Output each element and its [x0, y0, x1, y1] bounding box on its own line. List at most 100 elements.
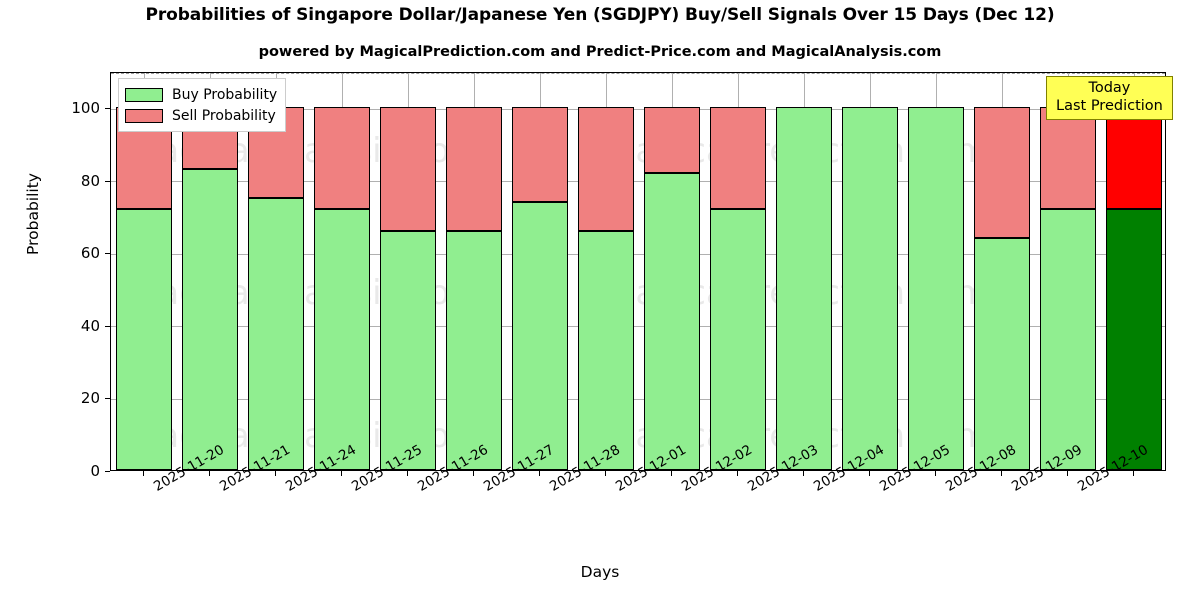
- bar-segment-buy[interactable]: [379, 230, 437, 470]
- x-tick-label: 2025-12-01: [613, 442, 689, 495]
- bar-group[interactable]: [115, 73, 173, 470]
- y-tick-mark: [105, 398, 110, 400]
- y-tick-mark: [105, 325, 110, 327]
- bar-group[interactable]: [643, 73, 701, 470]
- bar-segment-buy[interactable]: [841, 107, 899, 470]
- bar-group[interactable]: [445, 73, 503, 470]
- x-tick-mark: [407, 471, 408, 476]
- reference-line: [111, 73, 1165, 74]
- bar-group[interactable]: [841, 73, 899, 470]
- bar-group[interactable]: [313, 73, 371, 470]
- bar-segment-sell[interactable]: [379, 107, 437, 231]
- x-tick-mark: [1067, 471, 1068, 476]
- y-axis-label: Probability: [23, 173, 42, 255]
- bar-segment-sell[interactable]: [643, 107, 701, 173]
- y-tick-label: 20: [80, 389, 100, 408]
- bar-segment-buy[interactable]: [907, 107, 965, 470]
- x-tick-label: 2025-11-21: [217, 442, 293, 495]
- bar-segment-buy[interactable]: [445, 230, 503, 470]
- x-tick-mark: [605, 471, 606, 476]
- x-tick-mark: [209, 471, 210, 476]
- bar-segment-buy[interactable]: [973, 237, 1031, 470]
- chart-legend: Buy Probability Sell Probability: [118, 78, 287, 132]
- bar-group[interactable]: [577, 73, 635, 470]
- bar-group[interactable]: [973, 73, 1031, 470]
- today-annotation: Today Last Prediction: [1046, 76, 1173, 121]
- x-tick-label: 2025-12-10: [1075, 442, 1151, 495]
- bar-group[interactable]: [1105, 73, 1163, 470]
- x-tick-label: 2025-12-08: [943, 442, 1019, 495]
- gridline-horizontal: [111, 108, 1165, 110]
- bar-segment-buy[interactable]: [181, 168, 239, 470]
- y-tick-label: 0: [90, 462, 100, 480]
- bar-segment-sell[interactable]: [973, 107, 1031, 238]
- x-tick-label: 2025-12-02: [679, 442, 755, 495]
- legend-swatch-sell: [125, 108, 163, 123]
- y-tick-mark: [105, 471, 110, 472]
- bar-segment-sell[interactable]: [313, 107, 371, 209]
- legend-label-buy: Buy Probability: [172, 86, 278, 103]
- bar-segment-sell[interactable]: [445, 107, 503, 231]
- legend-swatch-buy: [125, 87, 163, 102]
- x-tick-label: 2025-12-05: [877, 442, 953, 495]
- x-tick-mark: [1001, 471, 1002, 476]
- bar-segment-sell[interactable]: [1105, 107, 1163, 209]
- page-title: Probabilities of Singapore Dollar/Japane…: [145, 5, 1055, 25]
- x-tick-mark: [803, 471, 804, 476]
- bar-segment-buy[interactable]: [1105, 208, 1163, 470]
- y-tick-label: 60: [80, 244, 100, 263]
- x-tick-mark: [275, 471, 276, 476]
- bar-segment-sell[interactable]: [511, 107, 569, 202]
- x-axis-label: Days: [580, 563, 620, 581]
- gridline-horizontal: [111, 181, 1165, 183]
- x-tick-mark: [539, 471, 540, 476]
- x-tick-mark: [143, 471, 144, 476]
- bar-group[interactable]: [379, 73, 437, 470]
- gridline-horizontal: [111, 398, 1165, 400]
- last-prediction-label: Last Prediction: [1056, 97, 1163, 114]
- x-tick-mark: [341, 471, 342, 476]
- bar-group[interactable]: [247, 73, 305, 470]
- x-tick-label: 2025-12-09: [1009, 442, 1085, 495]
- chart-subtitle: powered by MagicalPrediction.com and Pre…: [258, 44, 942, 60]
- x-tick-mark: [1133, 471, 1134, 476]
- y-tick-mark: [105, 180, 110, 182]
- x-tick-label: 2025-11-24: [283, 442, 359, 495]
- bar-group[interactable]: [709, 73, 767, 470]
- bar-segment-buy[interactable]: [775, 107, 833, 470]
- legend-item-buy: Buy Probability: [125, 84, 277, 105]
- today-label: Today: [1088, 80, 1131, 96]
- bar-group[interactable]: [1039, 73, 1097, 470]
- x-tick-label: 2025-11-25: [349, 442, 425, 495]
- bar-group[interactable]: [775, 73, 833, 470]
- legend-item-sell: Sell Probability: [125, 105, 277, 126]
- y-tick-mark: [105, 108, 110, 110]
- legend-label-sell: Sell Probability: [172, 107, 276, 124]
- bar-group[interactable]: [511, 73, 569, 470]
- y-tick-label: 80: [80, 171, 100, 190]
- bar-segment-buy[interactable]: [577, 230, 635, 470]
- bar-segment-sell[interactable]: [577, 107, 635, 231]
- x-tick-label: 2025-11-20: [151, 442, 227, 495]
- bar-segment-buy[interactable]: [247, 197, 305, 470]
- y-tick-mark: [105, 253, 110, 255]
- x-tick-mark: [473, 471, 474, 476]
- x-tick-mark: [869, 471, 870, 476]
- x-tick-label: 2025-11-27: [481, 442, 557, 495]
- x-tick-mark: [737, 471, 738, 476]
- bar-segment-buy[interactable]: [1039, 208, 1097, 470]
- x-tick-mark: [671, 471, 672, 476]
- bar-segment-buy[interactable]: [643, 172, 701, 470]
- gridline-horizontal: [111, 326, 1165, 328]
- bar-segment-buy[interactable]: [313, 208, 371, 470]
- bar-segment-buy[interactable]: [709, 208, 767, 470]
- bar-group[interactable]: [907, 73, 965, 470]
- bar-segment-sell[interactable]: [709, 107, 767, 209]
- y-tick-label: 40: [80, 316, 100, 335]
- x-tick-label: 2025-11-28: [547, 442, 623, 495]
- bar-segment-buy[interactable]: [115, 208, 173, 470]
- y-tick-label: 100: [71, 99, 100, 118]
- bar-segment-buy[interactable]: [511, 201, 569, 470]
- bar-segment-sell[interactable]: [1039, 107, 1097, 209]
